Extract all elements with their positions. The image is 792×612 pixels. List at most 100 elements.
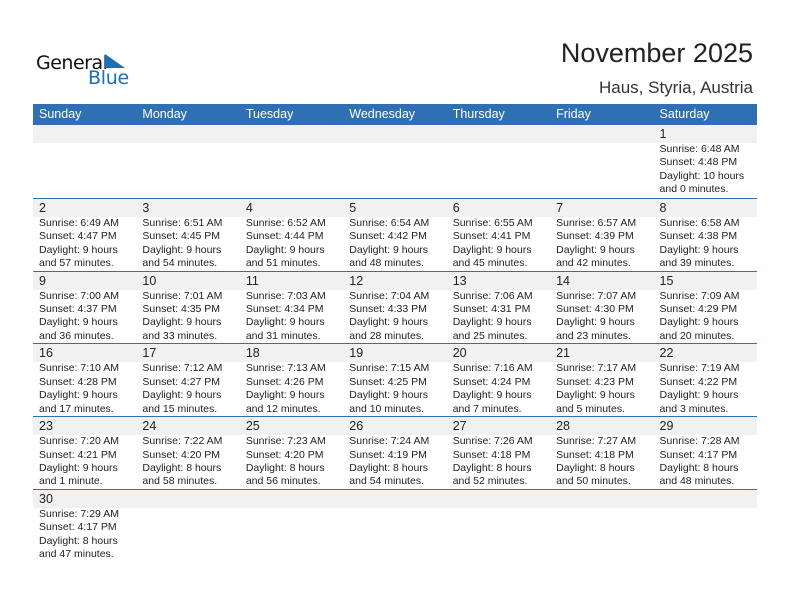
daylight-text: Daylight: 9 hours bbox=[659, 243, 739, 256]
daylight-minutes-text: and 5 minutes. bbox=[556, 402, 625, 415]
sunrise-text: Sunrise: 7:03 AM bbox=[245, 289, 326, 302]
daylight-minutes-text: and 15 minutes. bbox=[142, 402, 218, 415]
weekday-thursday: Thursday bbox=[452, 107, 505, 121]
daylight-minutes-text: and 33 minutes. bbox=[142, 329, 218, 342]
day-cell: 2 Sunrise: 6:49 AM Sunset: 4:47 PM Daylight… bbox=[33, 199, 136, 271]
sunrise-text: Sunrise: 6:49 AM bbox=[39, 216, 119, 229]
daylight-minutes-text: and 17 minutes. bbox=[39, 402, 114, 415]
weekday-header: Sunday Monday Tuesday Wednesday Thursday Frid… bbox=[33, 104, 757, 125]
sunset-text: Sunset: 4:29 PM bbox=[659, 303, 738, 315]
daylight-text: Daylight: 8 hours bbox=[659, 462, 739, 474]
sunrise-text: Sunrise: 7:00 AM bbox=[39, 289, 119, 302]
daylight-minutes-text: and 1 minute. bbox=[39, 475, 103, 488]
day-number: 12 bbox=[349, 273, 364, 288]
daylight-text: Daylight: 9 hours bbox=[142, 243, 222, 256]
empty-cell bbox=[33, 125, 136, 198]
empty-cell bbox=[550, 490, 653, 562]
sunrise-text: Sunrise: 6:52 AM bbox=[245, 216, 326, 229]
sunset-text: Sunset: 4:27 PM bbox=[142, 375, 221, 388]
week-row: 30 Sunrise: 7:29 AM Sunset: 4:17 PM Dayligh… bbox=[33, 488, 757, 562]
empty-cell bbox=[654, 490, 757, 562]
weekday-wednesday: Wednesday bbox=[349, 107, 416, 121]
daylight-minutes-text: and 7 minutes. bbox=[452, 402, 522, 415]
day-cell: 21 Sunrise: 7:17 AM Sunset: 4:23 PM Dayligh… bbox=[550, 344, 653, 416]
day-number: 14 bbox=[556, 273, 571, 288]
day-number: 26 bbox=[349, 419, 364, 434]
empty-cell bbox=[343, 125, 446, 198]
day-cell: 23 Sunrise: 7:20 AM Sunset: 4:21 PM Dayligh… bbox=[33, 417, 136, 489]
day-cell: 4 Sunrise: 6:52 AM Sunset: 4:44 PM Daylight… bbox=[240, 199, 343, 271]
weekday-monday: Monday bbox=[142, 107, 187, 121]
daylight-text: Daylight: 9 hours bbox=[39, 316, 118, 329]
day-cell: 5 Sunrise: 6:54 AM Sunset: 4:42 PM Daylight… bbox=[343, 199, 446, 271]
sunset-text: Sunset: 4:30 PM bbox=[556, 303, 634, 315]
day-number: 18 bbox=[245, 346, 260, 361]
sunrise-text: Sunrise: 7:16 AM bbox=[452, 362, 533, 375]
day-cell: 7 Sunrise: 6:57 AM Sunset: 4:39 PM Daylight… bbox=[550, 199, 653, 271]
day-cell: 12 Sunrise: 7:04 AM Sunset: 4:33 PM Dayligh… bbox=[343, 272, 446, 344]
empty-cell bbox=[240, 125, 343, 198]
day-cell: 19 Sunrise: 7:15 AM Sunset: 4:25 PM Dayligh… bbox=[343, 344, 446, 416]
week-row: 1 Sunrise: 6:48 AM Sunset: 4:48 PM Daylight… bbox=[33, 125, 757, 198]
daylight-text: Daylight: 9 hours bbox=[245, 243, 325, 256]
week-row: 9 Sunrise: 7:00 AM Sunset: 4:37 PM Daylight… bbox=[33, 270, 757, 344]
day-cell: 14 Sunrise: 7:07 AM Sunset: 4:30 PM Dayligh… bbox=[550, 272, 653, 344]
daylight-text: Daylight: 9 hours bbox=[39, 243, 118, 256]
day-cell: 15 Sunrise: 7:09 AM Sunset: 4:29 PM Dayligh… bbox=[654, 272, 757, 344]
day-number: 15 bbox=[659, 273, 674, 288]
day-cell: 17 Sunrise: 7:12 AM Sunset: 4:27 PM Dayligh… bbox=[136, 344, 239, 416]
daylight-minutes-text: and 31 minutes. bbox=[245, 329, 321, 342]
day-cell: 8 Sunrise: 6:58 AM Sunset: 4:38 PM Daylight… bbox=[654, 199, 757, 271]
day-cell: 20 Sunrise: 7:16 AM Sunset: 4:24 PM Dayligh… bbox=[447, 344, 550, 416]
empty-cell bbox=[136, 125, 239, 198]
sunrise-text: Sunrise: 7:09 AM bbox=[659, 289, 740, 302]
day-number: 25 bbox=[245, 419, 260, 434]
sunset-text: Sunset: 4:34 PM bbox=[245, 303, 324, 315]
sunset-text: Sunset: 4:31 PM bbox=[452, 303, 531, 315]
day-cell: 6 Sunrise: 6:55 AM Sunset: 4:41 PM Daylight… bbox=[447, 199, 550, 271]
sunrise-text: Sunrise: 6:58 AM bbox=[659, 216, 740, 229]
page-title: November 2025 bbox=[560, 38, 753, 68]
week-row: 16 Sunrise: 7:10 AM Sunset: 4:28 PM Dayligh… bbox=[33, 343, 757, 416]
daylight-minutes-text: and 45 minutes. bbox=[452, 257, 528, 270]
daylight-minutes-text: and 52 minutes. bbox=[452, 475, 528, 488]
logo: General Blue bbox=[36, 52, 129, 89]
week-row: 2 Sunrise: 6:49 AM Sunset: 4:47 PM Daylight… bbox=[33, 197, 757, 271]
day-number: 8 bbox=[659, 200, 667, 215]
sunset-text: Sunset: 4:26 PM bbox=[245, 375, 324, 388]
sunrise-text: Sunrise: 7:12 AM bbox=[142, 362, 223, 375]
day-number: 23 bbox=[39, 419, 53, 434]
daylight-text: Daylight: 9 hours bbox=[556, 243, 635, 256]
sunrise-text: Sunrise: 6:51 AM bbox=[142, 216, 223, 229]
day-number: 27 bbox=[452, 419, 467, 434]
day-number: 1 bbox=[659, 127, 667, 141]
logo-text-general: General bbox=[36, 52, 108, 74]
daylight-minutes-text: and 0 minutes. bbox=[659, 183, 729, 196]
sunset-text: Sunset: 4:21 PM bbox=[39, 448, 117, 461]
day-number: 4 bbox=[245, 200, 253, 215]
weekday-friday: Friday bbox=[556, 107, 591, 121]
sunrise-text: Sunrise: 6:57 AM bbox=[556, 216, 637, 229]
sunset-text: Sunset: 4:19 PM bbox=[349, 448, 427, 461]
daylight-minutes-text: and 12 minutes. bbox=[245, 402, 321, 415]
empty-cell bbox=[447, 490, 550, 562]
day-cell: 13 Sunrise: 7:06 AM Sunset: 4:31 PM Dayligh… bbox=[447, 272, 550, 344]
daylight-text: Daylight: 8 hours bbox=[556, 462, 635, 474]
daylight-text: Daylight: 8 hours bbox=[142, 462, 222, 474]
sunset-text: Sunset: 4:41 PM bbox=[452, 230, 531, 243]
day-number: 21 bbox=[556, 346, 571, 361]
day-number: 6 bbox=[452, 200, 460, 215]
sunset-text: Sunset: 4:20 PM bbox=[142, 448, 221, 461]
sunset-text: Sunset: 4:33 PM bbox=[349, 303, 427, 315]
daylight-text: Daylight: 9 hours bbox=[452, 389, 532, 402]
daylight-minutes-text: and 42 minutes. bbox=[556, 257, 631, 270]
sunrise-text: Sunrise: 6:54 AM bbox=[349, 216, 430, 229]
logo-text-blue: Blue bbox=[88, 67, 129, 89]
sunrise-text: Sunrise: 7:29 AM bbox=[39, 507, 119, 520]
daylight-minutes-text: and 25 minutes. bbox=[452, 329, 528, 342]
daylight-text: Daylight: 9 hours bbox=[452, 316, 532, 329]
daylight-text: Daylight: 8 hours bbox=[349, 462, 429, 474]
daylight-text: Daylight: 9 hours bbox=[349, 316, 429, 329]
empty-cell bbox=[240, 490, 343, 562]
day-cell: 10 Sunrise: 7:01 AM Sunset: 4:35 PM Dayligh… bbox=[136, 272, 239, 344]
